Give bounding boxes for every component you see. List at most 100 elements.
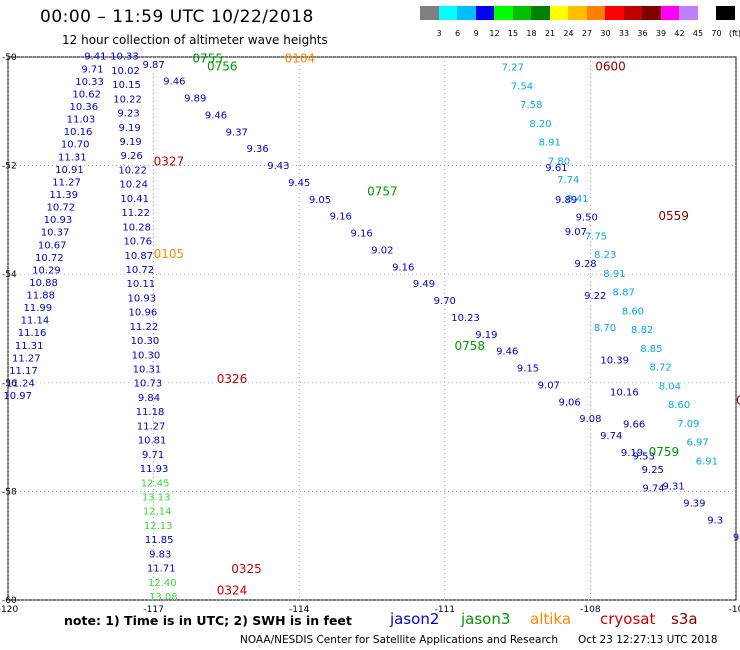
wave-height-label: 9.07 xyxy=(565,227,587,238)
wave-height-label: 9.08 xyxy=(579,414,601,425)
color-scale-label: 6 xyxy=(454,29,461,38)
wave-height-label: 7.74 xyxy=(557,175,579,186)
color-scale-label: 9 xyxy=(473,29,479,38)
wave-height-label: 10.22 xyxy=(113,94,142,105)
wave-height-label: 7.54 xyxy=(511,81,533,92)
color-scale-swatch xyxy=(420,6,439,20)
color-scale-label: 36 xyxy=(637,29,648,38)
color-scale-label: 15 xyxy=(507,29,519,38)
color-scale-swatch xyxy=(549,6,568,20)
wave-height-label: 8.70 xyxy=(594,323,616,334)
wave-height-label: 9.02 xyxy=(371,245,393,256)
color-scale-swatch xyxy=(679,6,698,20)
wave-height-label: 9.66 xyxy=(623,419,645,430)
wave-height-label: 9.74 xyxy=(642,483,664,494)
pass-time-label: 0758 xyxy=(455,339,486,353)
wave-height-label: 9.19 xyxy=(621,448,643,459)
wave-height-label: 9.07 xyxy=(538,380,560,391)
color-scale-label: 33 xyxy=(618,29,630,38)
color-scale-label: 18 xyxy=(526,29,537,38)
wave-height-label: 8.23 xyxy=(594,250,616,261)
x-tick-label: -120 xyxy=(0,605,18,615)
y-tick-label: -54 xyxy=(2,270,17,280)
y-tick-label: -50 xyxy=(2,53,17,63)
color-scale-swatch xyxy=(623,6,642,20)
wave-height-label: 10.72 xyxy=(35,253,64,264)
wave-height-label: 7.80 xyxy=(548,156,570,167)
wave-height-label: 10.62 xyxy=(72,89,101,100)
wave-height-label: 11.27 xyxy=(137,421,166,432)
pass-time-label: 0757 xyxy=(367,184,398,198)
wave-height-label: 9.19 xyxy=(118,123,140,134)
wave-height-label: 11.16 xyxy=(18,328,47,339)
wave-height-label: 9.19 xyxy=(475,330,497,341)
wave-height-label: 9.15 xyxy=(517,364,539,375)
wave-height-label: 9.71 xyxy=(142,450,164,461)
wave-height-label: 10.81 xyxy=(138,436,167,447)
wave-height-label: 10.73 xyxy=(134,379,163,390)
x-tick-label: -111 xyxy=(435,605,455,615)
wave-height-label: 9 xyxy=(733,532,739,543)
wave-height-label: 7.75 xyxy=(585,231,607,242)
wave-height-label: 9.25 xyxy=(642,465,664,476)
wave-height-label: 9.50 xyxy=(576,213,598,224)
wave-height-label: 10.96 xyxy=(129,308,158,319)
wave-height-label: 9.37 xyxy=(226,127,248,138)
pass-time-label: 0104 xyxy=(285,51,316,65)
wave-height-label: 12.40 xyxy=(148,578,177,589)
wave-height-label: 11.31 xyxy=(58,152,87,163)
pass-time-label: 0325 xyxy=(231,562,262,576)
wave-height-label: 11.17 xyxy=(9,366,38,377)
wave-height-label: 9.39 xyxy=(683,499,705,510)
color-scale-label: 45 xyxy=(692,29,704,38)
wave-height-label: 8.91 xyxy=(603,269,625,280)
wave-height-label: 10.33 xyxy=(110,52,139,63)
color-scale-label: 39 xyxy=(655,29,667,38)
wave-height-label: 11.99 xyxy=(24,303,53,314)
color-scale-label: 30 xyxy=(600,29,611,38)
pass-time-label: 0327 xyxy=(154,155,185,169)
wave-height-label: 9.49 xyxy=(413,279,435,290)
color-scale-label: 24 xyxy=(563,29,574,38)
pass-time-label: 0759 xyxy=(649,445,680,459)
color-scale-swatch xyxy=(642,6,661,20)
color-scale-swatch xyxy=(531,6,550,20)
color-scale-label: 12 xyxy=(489,29,500,38)
wave-height-label: 11.39 xyxy=(49,190,78,201)
wave-height-label: 7.27 xyxy=(502,63,524,74)
color-scale-swatch xyxy=(716,6,735,20)
color-scale-swatch xyxy=(568,6,587,20)
wave-height-label: 10.28 xyxy=(122,222,151,233)
wave-height-label: 10.88 xyxy=(29,278,58,289)
color-scale-swatch xyxy=(494,6,513,20)
wave-height-label: 10.87 xyxy=(124,251,153,262)
wave-height-label: 9.16 xyxy=(330,212,352,223)
pass-time-label: 0324 xyxy=(217,584,248,598)
x-tick-label: -117 xyxy=(143,605,163,615)
wave-height-label: 10.24 xyxy=(119,180,148,191)
footer-timestamp: Oct 23 12:27:13 UTC 2018 xyxy=(578,634,718,646)
pass-time-label: 0558 xyxy=(736,394,740,408)
wave-height-label: 6.97 xyxy=(687,438,709,449)
color-scale-swatch xyxy=(660,6,679,20)
wave-height-label: 9.22 xyxy=(584,291,606,302)
wave-height-label: 10.31 xyxy=(133,365,162,376)
wave-height-label: 12.13 xyxy=(144,521,173,532)
y-tick-label: -52 xyxy=(2,162,17,172)
wave-height-label: 10.36 xyxy=(70,102,99,113)
wave-height-label: 10.11 xyxy=(127,279,156,290)
wave-height-label: 9.06 xyxy=(558,397,580,408)
wave-height-label: 11.27 xyxy=(52,177,81,188)
wave-height-label: 8.04 xyxy=(659,381,681,392)
wave-height-label: 10.22 xyxy=(118,165,147,176)
wave-height-label: 10.15 xyxy=(112,80,141,91)
pass-time-label: 0105 xyxy=(154,247,185,261)
wave-height-label: 10.30 xyxy=(132,350,161,361)
wave-height-label: 10.70 xyxy=(61,140,90,151)
wave-height-label: 8.41 xyxy=(566,194,588,205)
wave-height-label: 9.26 xyxy=(120,151,142,162)
y-tick-label: -60 xyxy=(2,596,17,606)
color-scale: 3 6 9 12 15 18 21 24 27 30 33 36 39 42 45 70 (ft) xyxy=(420,6,740,38)
wave-height-label: 10.23 xyxy=(451,313,480,324)
